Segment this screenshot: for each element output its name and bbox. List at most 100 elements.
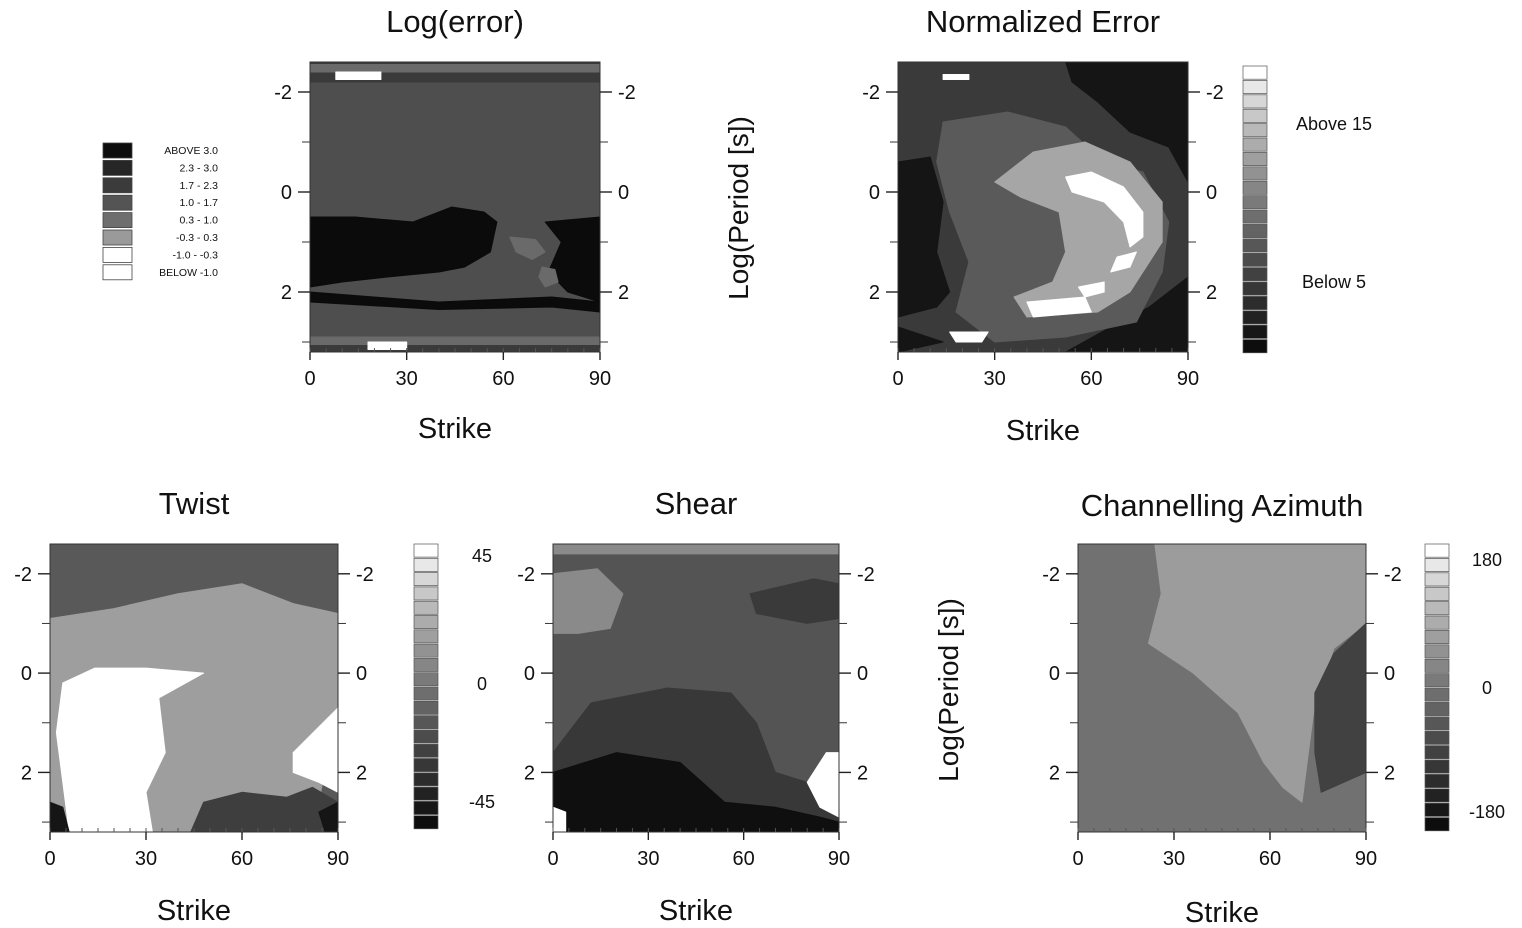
colorbar-step — [1242, 324, 1268, 339]
colorbar-step — [413, 643, 439, 658]
legend-entry: -0.3 - 0.3 — [176, 232, 218, 244]
contour-region-7 — [1065, 171, 1144, 248]
y-axis-label: Log(Period [s]) — [933, 598, 964, 782]
y-tick-label-right: -2 — [1384, 564, 1402, 586]
y-axis-label: Log(Period [s]) — [723, 116, 754, 300]
legend-swatch — [102, 264, 133, 281]
y-tick-label-left: -2 — [1042, 564, 1060, 586]
colorbar-step — [413, 743, 439, 758]
legend-entry: 1.0 - 1.7 — [179, 197, 218, 209]
contour-region-3 — [310, 64, 600, 73]
colorbar-step — [1242, 238, 1268, 253]
colorbar-step — [1424, 774, 1450, 788]
colorbar-step — [413, 786, 439, 801]
chart-panel-0: Log(error) Strike 0 30 60 90 -2 -2 0 0 2 2 ABOVE 3.0… — [102, 4, 636, 445]
x-tick-label: 60 — [492, 368, 514, 390]
chart-panel-1: Normalized Error Strike 0 30 60 90 -2 -2 0 0 2 2 Log… — [723, 4, 1372, 447]
colorbar-step — [1424, 759, 1450, 774]
x-tick-label: 60 — [231, 848, 253, 870]
colorbar: 45 0 -45 — [413, 543, 495, 830]
y-tick-label-right: 2 — [618, 282, 629, 304]
contour-region-3 — [292, 707, 338, 793]
y-tick-label-left: 0 — [21, 663, 32, 685]
y-tick-label-left: 2 — [1049, 762, 1060, 784]
contour-region-6 — [806, 752, 839, 818]
legend-entry: 0.3 - 1.0 — [179, 215, 218, 227]
contour-region-2 — [898, 156, 951, 318]
colorbar-step — [1242, 195, 1268, 210]
colorbar-step — [1424, 615, 1450, 630]
y-tick-label-right: -2 — [857, 564, 875, 586]
plot-area — [50, 544, 338, 832]
chart-title: Twist — [159, 486, 230, 521]
colorbar-step — [1424, 601, 1450, 616]
contour-region-10 — [1026, 296, 1092, 318]
legend-swatch — [102, 177, 133, 194]
legend-entry: 2.3 - 3.0 — [179, 162, 218, 174]
chart-title: Normalized Error — [926, 4, 1160, 39]
colorbar-step — [1424, 572, 1450, 587]
contour-region-2 — [55, 667, 205, 832]
chart-panel-4: Channelling Azimuth Strike 0 30 60 90 -2 -2 0 0 2 2… — [933, 488, 1505, 928]
x-tick-label: 30 — [396, 368, 418, 390]
x-tick-label: 0 — [547, 848, 558, 870]
x-tick-label: 30 — [135, 848, 157, 870]
x-tick-label: 60 — [733, 848, 755, 870]
contour-region-5 — [50, 801, 70, 832]
plot-area — [553, 544, 839, 832]
colorbar-step — [1242, 310, 1268, 325]
colorbar-step — [1424, 702, 1450, 716]
y-tick-label-right: 0 — [857, 663, 868, 685]
plot-area — [898, 62, 1188, 352]
x-axis-label: Strike — [418, 413, 492, 445]
y-tick-label-right: 0 — [618, 182, 629, 204]
colorbar-step — [413, 629, 439, 644]
x-tick-label: 90 — [1355, 848, 1377, 870]
x-tick-label: 30 — [1163, 848, 1185, 870]
contour-region-12 — [942, 74, 970, 80]
colorbar-step — [1242, 296, 1268, 310]
colorbar-label: 180 — [1472, 550, 1502, 570]
colorbar-step — [413, 801, 439, 815]
colorbar-step — [1242, 94, 1268, 109]
contour-region-7 — [553, 806, 567, 832]
colorbar-step — [413, 572, 439, 587]
colorbar-label: Below 5 — [1302, 272, 1366, 292]
y-tick-label-right: -2 — [356, 564, 374, 586]
colorbar-step — [413, 715, 439, 730]
contour-region-11 — [949, 331, 989, 343]
contour-region-9 — [310, 291, 600, 313]
colorbar-step — [1424, 687, 1450, 702]
x-axis-label: Strike — [659, 895, 733, 927]
colorbar-step — [413, 658, 439, 672]
y-tick-label-right: 0 — [356, 663, 367, 685]
legend-swatch — [102, 229, 133, 246]
colorbar-step — [1424, 673, 1450, 688]
colorbar-step — [1242, 65, 1268, 80]
y-tick-label-right: 0 — [1384, 663, 1395, 685]
x-axis-label: Strike — [157, 895, 231, 927]
x-tick-label: 0 — [1072, 848, 1083, 870]
colorbar-step — [1242, 152, 1268, 166]
colorbar-step — [1424, 658, 1450, 673]
colorbar-step — [1424, 558, 1450, 572]
colorbar-step — [1242, 252, 1268, 267]
contour-region-10 — [509, 236, 546, 260]
x-tick-label: 60 — [1259, 848, 1281, 870]
plot-area — [310, 62, 600, 352]
colorbar-step — [413, 758, 439, 772]
y-tick-label-left: 0 — [1049, 663, 1060, 685]
colorbar-step — [413, 700, 439, 715]
colorbar-step — [1242, 166, 1268, 181]
y-tick-label-left: 2 — [869, 282, 880, 304]
y-tick-label-left: 0 — [524, 663, 535, 685]
x-tick-label: 90 — [1177, 368, 1199, 390]
y-tick-label-right: -2 — [618, 82, 636, 104]
colorbar-label: Above 15 — [1296, 114, 1372, 134]
colorbar-step — [1424, 817, 1450, 832]
x-tick-label: 60 — [1080, 368, 1102, 390]
colorbar-step — [1242, 209, 1268, 224]
x-tick-label: 0 — [44, 848, 55, 870]
x-tick-label: 90 — [327, 848, 349, 870]
